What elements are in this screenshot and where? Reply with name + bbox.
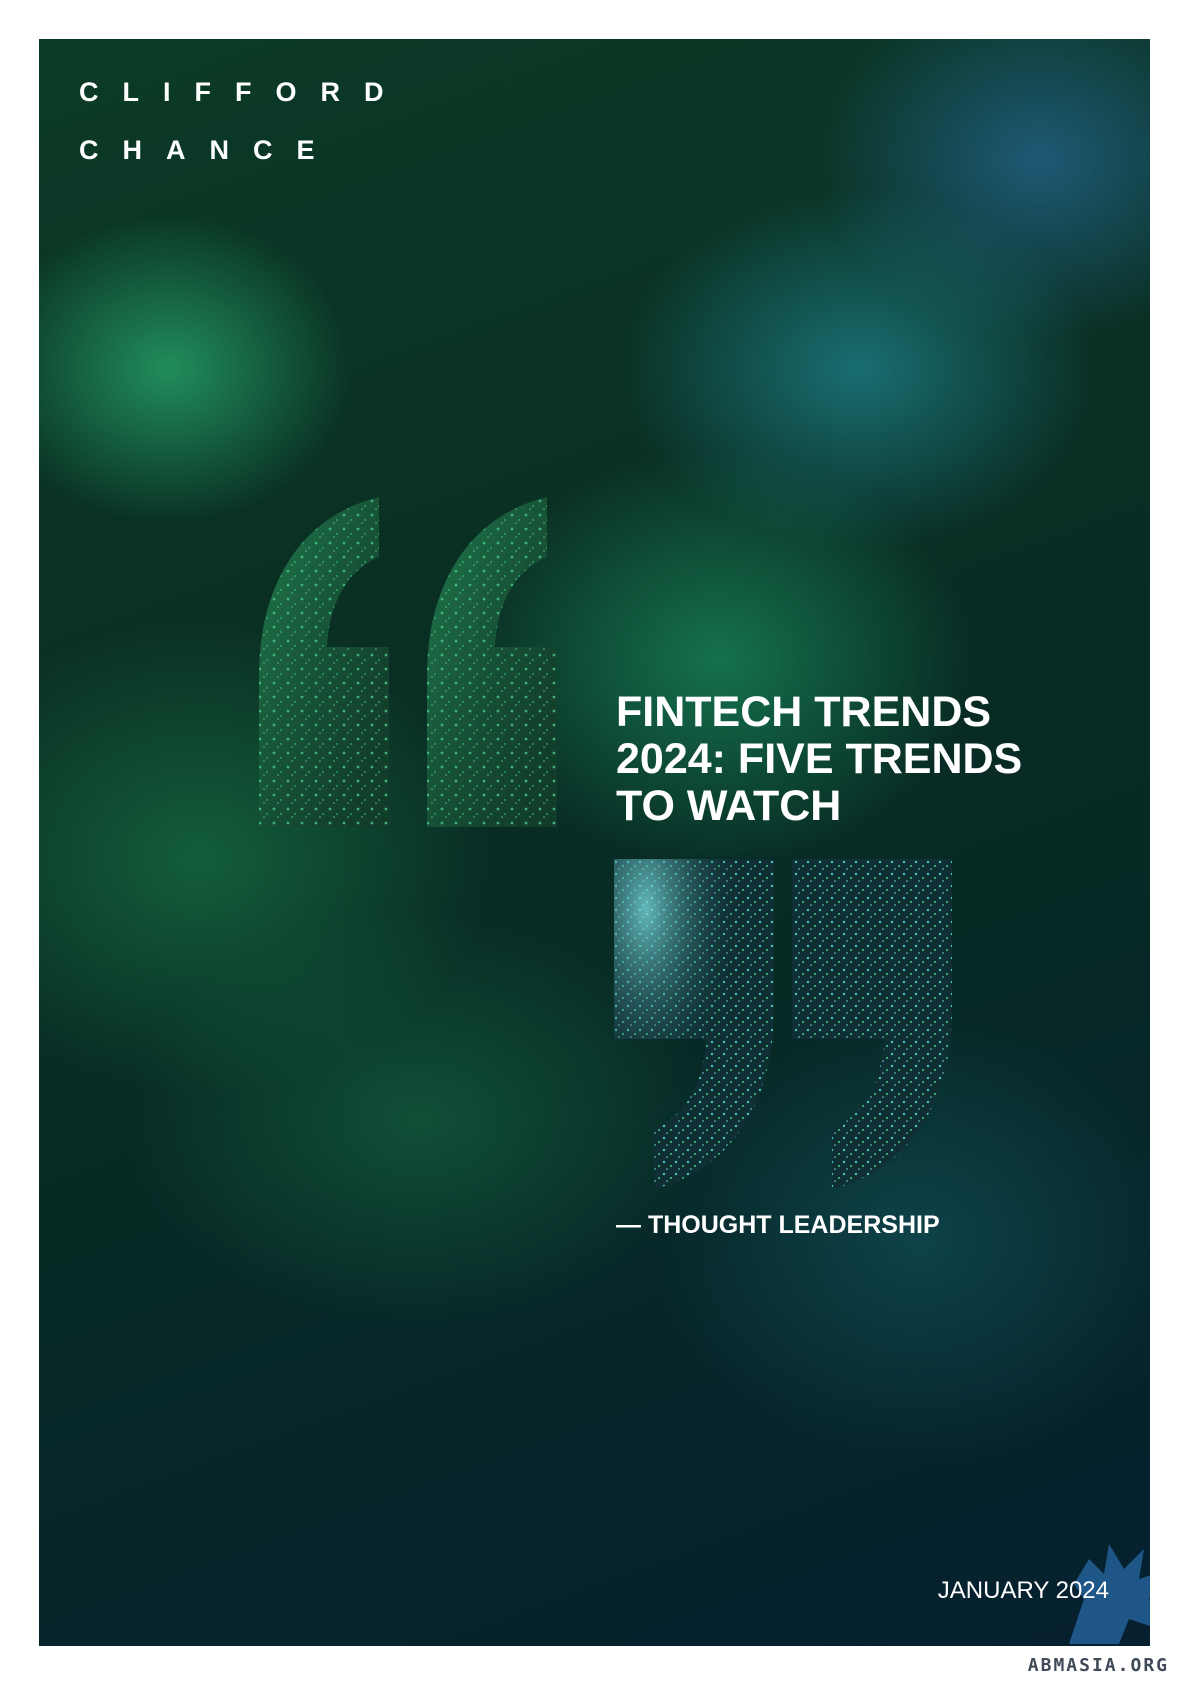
title-line-3: TO WATCH bbox=[616, 782, 842, 830]
open-quote-icon bbox=[259, 497, 557, 827]
brand-logo-line2: CHANCE bbox=[79, 135, 339, 165]
watermark-text: ABMASIA.ORG bbox=[1027, 1655, 1169, 1676]
document-subtitle: — THOUGHT LEADERSHIP bbox=[616, 1211, 940, 1239]
brand-logo-line1: CLIFFORD bbox=[79, 77, 408, 107]
griffin-logo bbox=[1069, 1544, 1150, 1644]
close-quote-icon bbox=[614, 859, 952, 1189]
title-line-2: 2024: FIVE TRENDS bbox=[616, 735, 1023, 783]
document-title: FINTECH TRENDS 2024: FIVE TRENDS TO WATC… bbox=[616, 689, 1136, 830]
publication-date: JANUARY 2024 bbox=[937, 1577, 1109, 1604]
title-line-1: FINTECH TRENDS bbox=[616, 688, 992, 736]
cover-background: CLIFFORD CHANCE FINTECH TRENDS 2024: FIV… bbox=[39, 39, 1150, 1646]
